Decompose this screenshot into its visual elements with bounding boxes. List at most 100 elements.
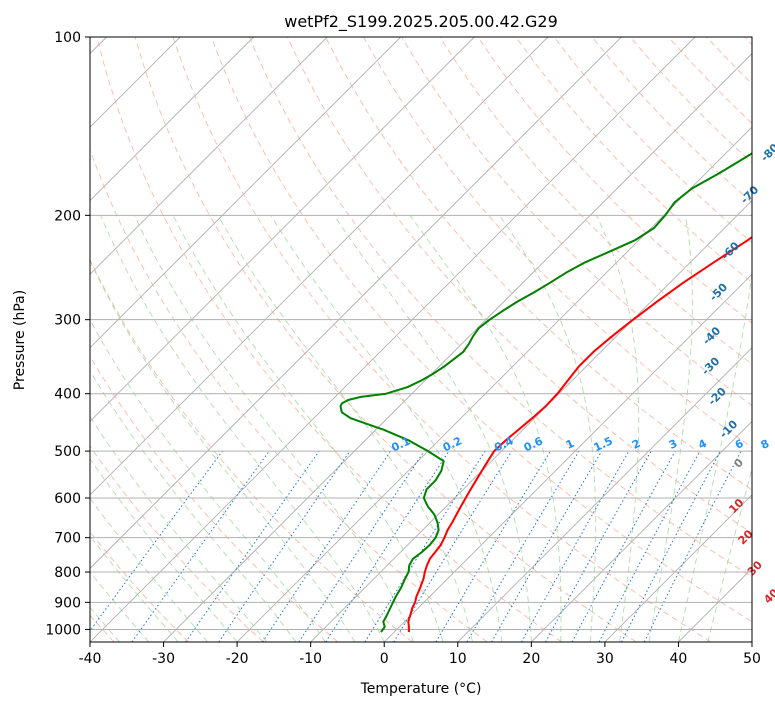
mixing-ratio-label: 3 [667, 437, 679, 452]
dry-adiabat-line [96, 37, 562, 642]
y-tick-label: 300 [54, 313, 81, 329]
isotherm-line [90, 37, 254, 202]
y-tick-label: 200 [54, 208, 81, 224]
moist-adiabat-label: 0 [731, 456, 746, 471]
dry-adiabat-line [591, 37, 752, 204]
mixing-ratio-line [545, 450, 652, 642]
isotherm-line [678, 567, 752, 642]
mixing-ratio-line [598, 450, 701, 642]
isotherm-line [457, 347, 752, 642]
moist-adiabat-line [648, 215, 693, 642]
moist-adiabat-line [90, 370, 297, 642]
moist-adiabat-label: 30 [745, 558, 765, 578]
y-axis-title: Pressure (hPa) [12, 290, 28, 390]
x-tick-label: 30 [596, 651, 614, 667]
moist-adiabat-line [217, 215, 473, 642]
moist-adiabat-line [90, 259, 356, 642]
isotherm-line [604, 494, 752, 642]
y-tick-label: 800 [54, 565, 81, 581]
moist-adiabat-label: 40 [761, 586, 775, 606]
dry-adiabat-line [515, 37, 752, 284]
dewpoint-profile-line [339, 152, 752, 633]
mixing-ratio-line [643, 450, 742, 642]
moist-adiabat-line [333, 215, 532, 642]
mixing-ratio-line [364, 450, 486, 642]
isotherm-line [383, 273, 752, 642]
mixing-ratio-line [393, 450, 513, 642]
moist-adiabat-line [409, 215, 562, 642]
temperature-profile-line [407, 235, 752, 632]
mixing-ratio-line [571, 450, 676, 642]
isotherm-line [236, 126, 752, 642]
isotherm-line [90, 37, 328, 275]
x-tick-label: 40 [670, 651, 688, 667]
plot-background [90, 37, 752, 642]
mixing-ratio-line [185, 450, 320, 642]
moist-adiabat-label: 20 [736, 527, 756, 547]
x-tick-label: 20 [522, 651, 540, 667]
isotherm-line [90, 37, 696, 642]
moist-adiabat-line [90, 458, 238, 642]
x-axis-title: Temperature (°C) [360, 681, 482, 697]
dry-adiabat-line [668, 37, 752, 125]
mixing-ratio-label: 2 [630, 437, 642, 452]
y-tick-label: 400 [54, 387, 81, 403]
x-axis-ticks: -40 -30 -20 -10 0 10 20 30 40 50 [79, 642, 761, 667]
mixing-ratio-line [90, 450, 223, 632]
mixing-ratio-line [466, 450, 580, 642]
moist-adiabat-line [90, 497, 209, 642]
x-tick-label: -30 [152, 651, 175, 667]
isotherm-line [751, 641, 752, 642]
y-tick-label: 700 [54, 531, 81, 547]
y-tick-label: 1000 [45, 622, 81, 638]
x-tick-label: -20 [226, 651, 249, 667]
y-tick-label: 600 [54, 491, 81, 507]
mixing-ratio-label: 4 [696, 437, 709, 452]
dry-adiabat-line [325, 37, 752, 491]
dry-adiabat-line [90, 258, 413, 642]
mixing-ratio-line [262, 450, 391, 642]
moist-adiabat-line [90, 318, 326, 642]
moist-adiabat-line [707, 467, 752, 642]
x-tick-label: 0 [380, 651, 389, 667]
dry-adiabat-line [286, 37, 752, 534]
y-axis-ticks: 100 200 300 400 500 600 700 800 900 1000 [45, 30, 90, 638]
mixing-ratio-line [521, 450, 630, 642]
moist-adiabat-line [677, 270, 752, 642]
dry-adiabat-label: -60 [719, 239, 742, 262]
dry-adiabat-label: -30 [699, 354, 722, 377]
dry-adiabat-label: -70 [738, 183, 761, 206]
dry-adiabat-label: -40 [700, 324, 723, 347]
x-tick-label: 50 [743, 651, 761, 667]
plot-frame [89, 36, 753, 643]
dry-adiabat-line [134, 37, 637, 642]
moist-adiabat-label: 10 [726, 496, 746, 516]
y-tick-label: 500 [54, 444, 81, 460]
dry-adiabat-line [90, 531, 190, 642]
dry-adiabat-line [248, 37, 752, 578]
dry-adiabat-label: -80 [758, 141, 775, 164]
isotherm-line [90, 37, 622, 570]
moist-adiabat-line [133, 215, 415, 642]
isotherm-line [163, 52, 752, 642]
dry-adiabat-line [90, 355, 339, 642]
mixing-ratio-line [131, 450, 270, 642]
isotherm-line [90, 37, 402, 349]
chart-title: wetPf2_S199.2025.205.00.42.G29 [284, 12, 558, 32]
mixing-ratio-line [325, 450, 450, 642]
mixing-ratio-label: 6 [733, 437, 746, 452]
dry-adiabat-line [90, 445, 264, 642]
moist-adiabat-line [499, 215, 597, 642]
dry-adiabat-label: -50 [707, 280, 730, 303]
moist-adiabat-line [90, 416, 267, 642]
mixing-ratio-line [218, 450, 351, 642]
isotherm-line [90, 37, 549, 496]
pressure-gridlines [90, 214, 752, 630]
moist-adiabat-line [90, 535, 179, 642]
mixing-ratio-line [435, 450, 551, 642]
dry-adiabat-line [744, 37, 752, 46]
isotherm-line [531, 420, 752, 642]
y-tick-label: 900 [54, 595, 81, 611]
moist-adiabat-line [172, 215, 444, 642]
